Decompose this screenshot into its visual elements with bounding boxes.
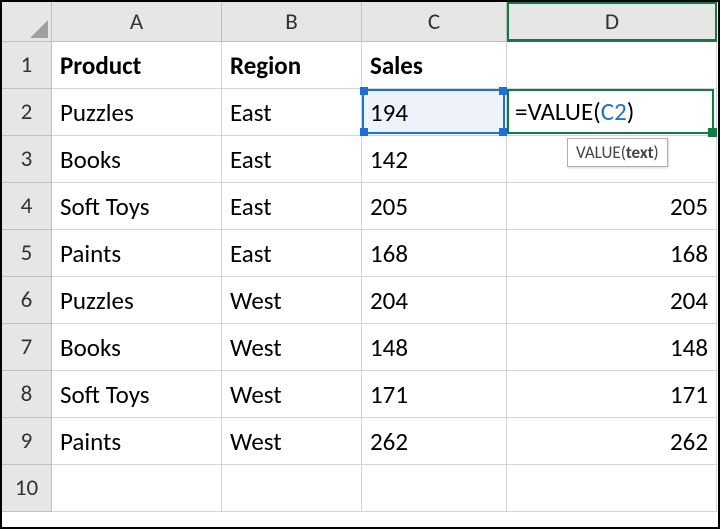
cell-B5[interactable]: East (222, 230, 362, 277)
cell-B2[interactable]: East (222, 89, 362, 136)
row-header-8[interactable]: 8 (2, 371, 52, 418)
cell-C1[interactable]: Sales (362, 42, 507, 89)
cell-A1[interactable]: Product (52, 42, 222, 89)
cell-A5[interactable]: Paints (52, 230, 222, 277)
row-header-9[interactable]: 9 (2, 418, 52, 465)
cell-A8[interactable]: Soft Toys (52, 371, 222, 418)
cell-D4[interactable]: 205 (507, 183, 717, 230)
cell-C7[interactable]: 148 (362, 324, 507, 371)
cell-C8[interactable]: 171 (362, 371, 507, 418)
cell-D5[interactable]: 168 (507, 230, 717, 277)
cell-D9[interactable]: 262 (507, 418, 717, 465)
formula-text-ref: C2 (601, 96, 627, 127)
cell-C4[interactable]: 205 (362, 183, 507, 230)
row-header-3[interactable]: 3 (2, 136, 52, 183)
cell-A10[interactable] (52, 465, 222, 512)
function-tooltip: VALUE(text) (567, 138, 668, 167)
col-header-D[interactable]: D (507, 2, 717, 42)
formula-text-prefix: =VALUE( (515, 96, 601, 127)
row-header-4[interactable]: 4 (2, 183, 52, 230)
spreadsheet-viewport: A B C D 1 Product Region Sales 2 Puzzles… (0, 0, 720, 529)
col-header-B[interactable]: B (222, 2, 362, 42)
formula-editing-cell[interactable]: =VALUE(C2) (507, 89, 714, 134)
cell-B7[interactable]: West (222, 324, 362, 371)
cell-A2[interactable]: Puzzles (52, 89, 222, 136)
cell-A3[interactable]: Books (52, 136, 222, 183)
col-header-A[interactable]: A (52, 2, 222, 42)
cell-A6[interactable]: Puzzles (52, 277, 222, 324)
cell-B9[interactable]: West (222, 418, 362, 465)
fill-handle[interactable] (708, 128, 717, 137)
cell-C6[interactable]: 204 (362, 277, 507, 324)
select-all-corner[interactable] (2, 2, 52, 42)
cell-A4[interactable]: Soft Toys (52, 183, 222, 230)
row-header-1[interactable]: 1 (2, 42, 52, 89)
row-header-2[interactable]: 2 (2, 89, 52, 136)
cell-B3[interactable]: East (222, 136, 362, 183)
grid: A B C D 1 Product Region Sales 2 Puzzles… (2, 2, 718, 512)
cell-C3[interactable]: 142 (362, 136, 507, 183)
cell-D10[interactable] (507, 465, 717, 512)
tooltip-arg: text (626, 142, 654, 163)
cell-B6[interactable]: West (222, 277, 362, 324)
cell-A7[interactable]: Books (52, 324, 222, 371)
cell-D1[interactable] (507, 42, 717, 89)
cell-D8[interactable]: 171 (507, 371, 717, 418)
cell-D7[interactable]: 148 (507, 324, 717, 371)
cell-A9[interactable]: Paints (52, 418, 222, 465)
cell-B4[interactable]: East (222, 183, 362, 230)
row-header-6[interactable]: 6 (2, 277, 52, 324)
tooltip-fn-name: VALUE (576, 142, 621, 163)
cell-C10[interactable] (362, 465, 507, 512)
formula-text-suffix: ) (627, 96, 635, 127)
cell-C2[interactable]: 194 (362, 89, 507, 136)
row-header-7[interactable]: 7 (2, 324, 52, 371)
row-header-10[interactable]: 10 (2, 465, 52, 512)
cell-B1[interactable]: Region (222, 42, 362, 89)
cell-C9[interactable]: 262 (362, 418, 507, 465)
cell-B8[interactable]: West (222, 371, 362, 418)
cell-D6[interactable]: 204 (507, 277, 717, 324)
cell-C5[interactable]: 168 (362, 230, 507, 277)
row-header-5[interactable]: 5 (2, 230, 52, 277)
col-header-C[interactable]: C (362, 2, 507, 42)
cell-B10[interactable] (222, 465, 362, 512)
